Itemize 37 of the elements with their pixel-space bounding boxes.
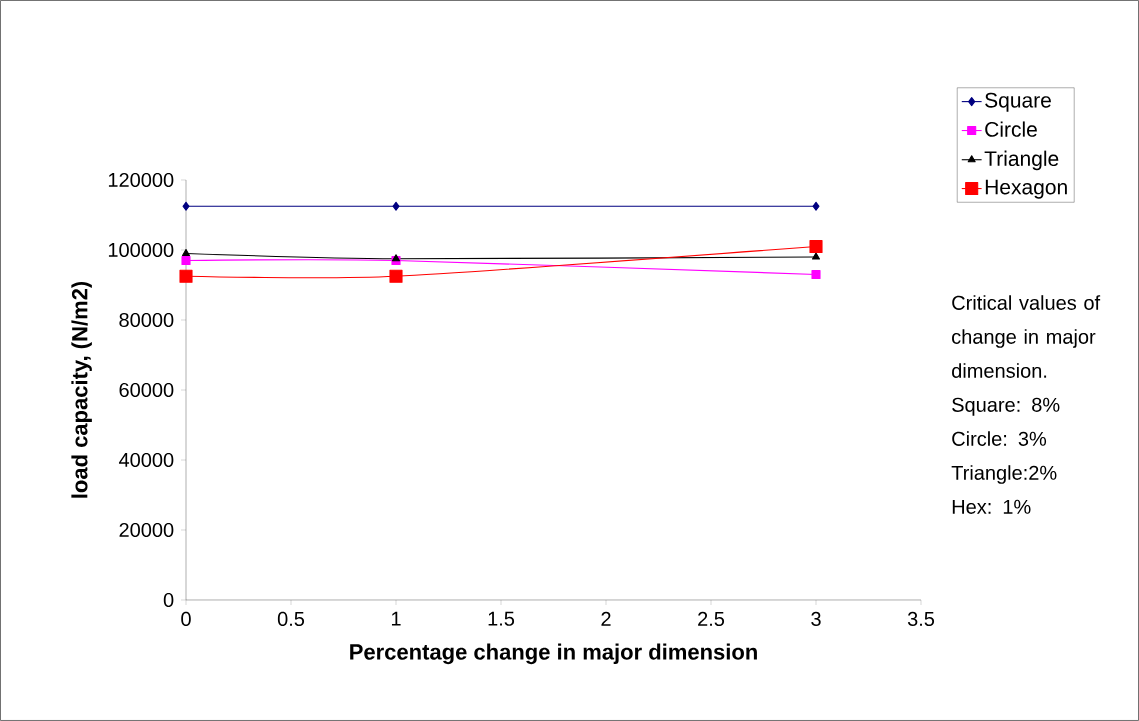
text: Critical values of change in major dimension. xyxy=(952,295,1101,378)
x-tick-label: 1.5 xyxy=(488,611,515,626)
y-tick-label: 20000 xyxy=(119,522,174,538)
x-axis-title: Percentage change in major dimension xyxy=(350,643,757,665)
legend-label: Circle xyxy=(985,121,1037,137)
x-tick-label: 0.5 xyxy=(277,611,305,627)
point xyxy=(392,201,400,211)
y-tick-label: 80000 xyxy=(119,312,174,328)
x-tick-label: 0 xyxy=(181,611,191,627)
point xyxy=(182,201,190,211)
point xyxy=(811,252,821,260)
point xyxy=(181,255,191,266)
legend-label: Square xyxy=(985,92,1051,112)
point xyxy=(389,269,403,283)
point xyxy=(812,201,820,211)
x-tick-label: 2 xyxy=(601,611,611,626)
legend-label: Triangle xyxy=(984,150,1059,171)
x-tick-label: 2.5 xyxy=(698,611,725,627)
y-tick-label: 100000 xyxy=(108,242,174,258)
point xyxy=(811,269,821,280)
x-tick-label: 1 xyxy=(391,611,401,626)
y-tick-label: 60000 xyxy=(119,382,174,398)
text: Hex: 1% xyxy=(952,499,1031,514)
y-tick-label: 0 xyxy=(163,592,174,608)
text: Square: 8% xyxy=(952,397,1060,416)
point xyxy=(181,248,191,257)
x-tick-label: 3 xyxy=(811,611,821,627)
point xyxy=(392,254,401,262)
legend-label: Hexagon xyxy=(985,179,1067,199)
text: Triangle:2% xyxy=(951,465,1057,484)
y-tick-label: 120000 xyxy=(108,172,174,188)
point xyxy=(179,269,193,283)
y-tick-label: 40000 xyxy=(118,452,174,468)
text: Circle: 3% xyxy=(952,431,1047,446)
x-tick-label: 3.5 xyxy=(907,611,935,627)
point xyxy=(809,239,823,254)
y-axis-title: load capacity, (N/m2) xyxy=(71,281,92,498)
